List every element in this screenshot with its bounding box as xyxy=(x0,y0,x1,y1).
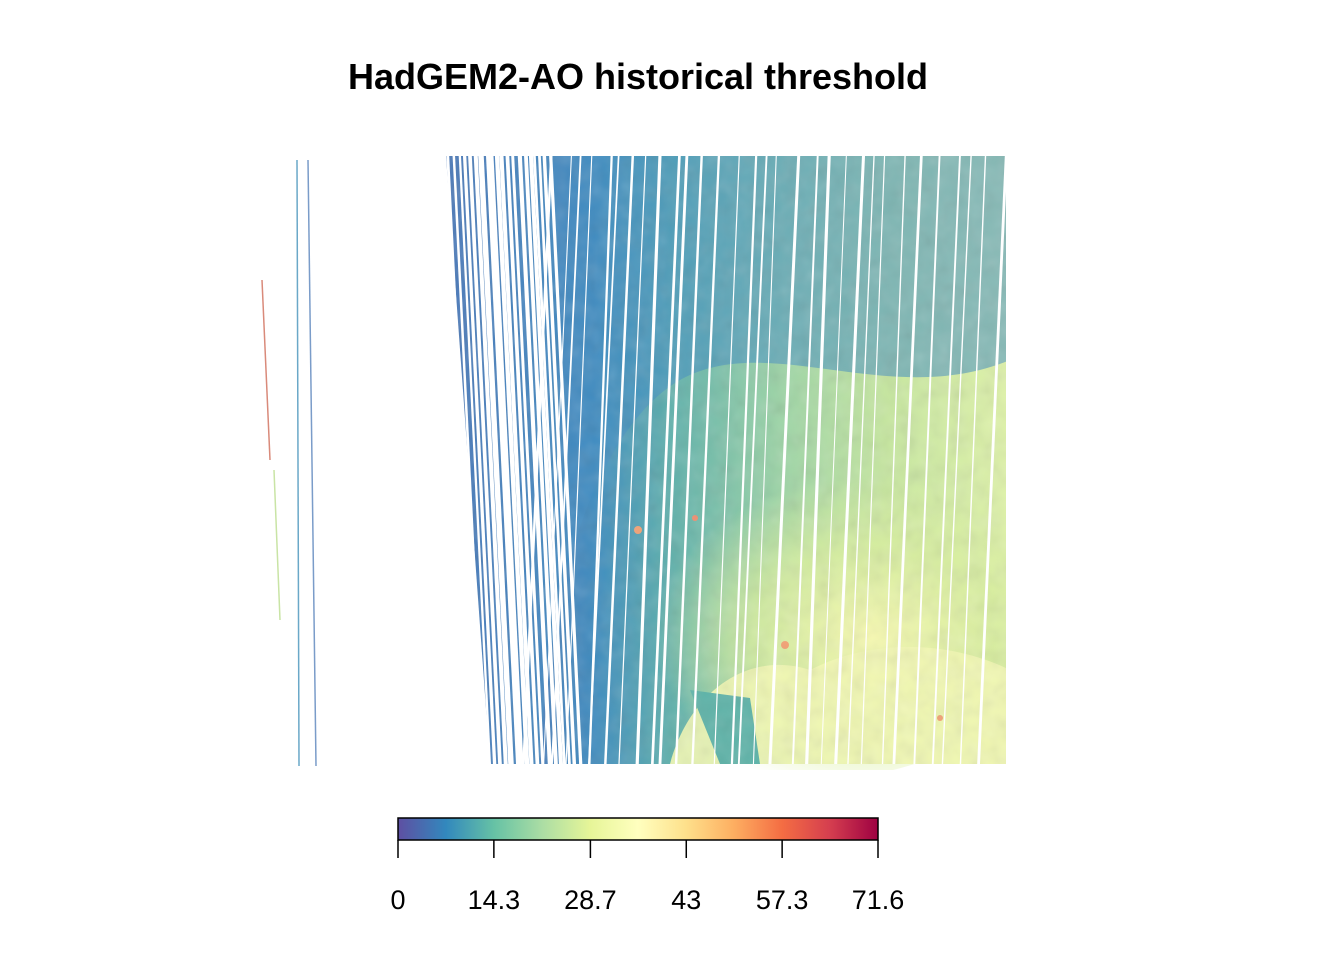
gap-stripe xyxy=(737,156,768,764)
gap-stripe xyxy=(458,156,492,764)
gap-stripe xyxy=(481,156,514,764)
data-gap-stripes xyxy=(400,150,1030,770)
gap-stripe xyxy=(440,156,475,764)
gap-stripe xyxy=(533,156,566,764)
fringe-sliver xyxy=(307,159,317,767)
gap-stripe xyxy=(618,156,647,764)
colorbar: 0 14.3 28.7 43 57.3 71.6 xyxy=(390,817,905,915)
colorbar-gradient xyxy=(397,817,879,841)
gap-stripe xyxy=(473,156,508,764)
gap-stripe xyxy=(499,156,534,764)
gap-stripe xyxy=(410,156,443,764)
gap-stripe xyxy=(538,156,571,764)
gap-stripe xyxy=(635,156,662,764)
gap-stripe xyxy=(752,156,777,764)
gap-stripe xyxy=(805,156,831,764)
gap-stripe xyxy=(452,156,486,764)
gap-stripe xyxy=(931,156,961,764)
gap-stripe xyxy=(847,156,875,764)
fringe-sliver xyxy=(273,469,281,621)
gap-stripe xyxy=(691,156,721,764)
raster-map xyxy=(261,150,1030,770)
gap-stripe xyxy=(565,156,593,764)
gap-stripe xyxy=(489,156,524,764)
gap-stripe xyxy=(468,156,502,764)
western-fringe xyxy=(261,159,317,767)
gap-stripe xyxy=(977,156,1008,764)
colorbar-tick-label: 14.3 xyxy=(468,885,521,915)
gap-stripe xyxy=(881,156,906,764)
fringe-sliver xyxy=(296,159,300,767)
colorbar-tick-label: 0 xyxy=(390,885,405,915)
colorbar-tick-label: 28.7 xyxy=(564,885,617,915)
gap-stripe xyxy=(730,156,758,764)
gap-stripe xyxy=(860,156,886,764)
gap-stripe xyxy=(416,156,449,764)
gap-stripe xyxy=(834,156,866,764)
gap-stripe xyxy=(588,156,613,764)
plot-title: HadGEM2-AO historical threshold xyxy=(347,56,929,97)
gap-stripe xyxy=(400,156,434,764)
gap-stripe xyxy=(446,156,480,764)
gap-stripe xyxy=(658,156,689,764)
gap-stripe xyxy=(941,156,972,764)
gap-stripe xyxy=(431,156,466,764)
gap-stripe xyxy=(511,156,545,764)
gap-stripe xyxy=(650,156,681,764)
gap-stripe xyxy=(820,156,847,764)
gap-stripe xyxy=(604,156,635,764)
gap-stripe xyxy=(543,156,572,764)
gap-stripe xyxy=(892,156,923,764)
gap-stripe xyxy=(588,156,620,764)
colorbar-tick-label: 57.3 xyxy=(756,885,809,915)
gap-stripe xyxy=(494,156,530,764)
gap-stripe xyxy=(462,156,497,764)
gap-stripe xyxy=(959,156,987,764)
gap-stripe xyxy=(517,156,552,764)
gap-stripe xyxy=(486,156,521,764)
gap-stripe xyxy=(424,156,459,764)
gap-stripe xyxy=(524,156,558,764)
gap-stripe xyxy=(528,156,563,764)
fringe-sliver xyxy=(261,279,271,461)
gap-stripe xyxy=(791,156,819,764)
gap-stripe xyxy=(542,156,577,764)
gap-stripe xyxy=(406,156,440,764)
colorbar-tick-label: 43 xyxy=(671,885,701,915)
gap-stripe xyxy=(713,156,740,764)
blank-region xyxy=(1006,150,1030,770)
gap-stripe xyxy=(420,156,455,764)
gap-stripe xyxy=(674,156,703,764)
gap-stripe xyxy=(913,156,941,764)
gap-stripe xyxy=(551,156,582,764)
gap-stripe xyxy=(768,156,801,764)
gap-stripe xyxy=(522,156,553,764)
gap-stripe xyxy=(436,156,470,764)
colorbar-tick-label: 71.6 xyxy=(852,885,905,915)
